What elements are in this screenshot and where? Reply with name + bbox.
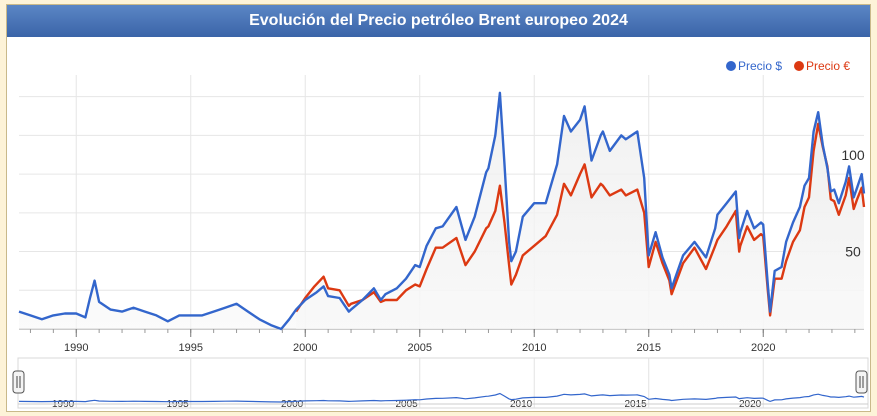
x-tick-label: 1995 <box>179 342 203 354</box>
series-line-eur <box>295 122 866 317</box>
x-tick-label: 2005 <box>408 342 432 354</box>
navigator-right-handle[interactable] <box>855 370 868 394</box>
x-tick-label: 2010 <box>522 342 546 354</box>
x-tick-label: 2000 <box>293 342 317 354</box>
legend-label-eur: Precio € <box>806 59 850 73</box>
series-lines <box>18 91 866 331</box>
legend: Precio $ Precio € <box>726 59 850 73</box>
y-tick-label: 100 <box>841 147 865 163</box>
chart-title: Evolución del Precio petróleo Brent euro… <box>7 5 870 37</box>
navigator-series-line <box>18 392 865 403</box>
range-navigator[interactable]: 1990 1995 2000 2005 2010 2015 2020 <box>12 357 869 410</box>
legend-marker-eur <box>794 61 804 71</box>
x-tick-label: 2015 <box>637 342 661 354</box>
series-areas <box>19 92 865 329</box>
chart-canvas: Precio $ Precio € 1990 1995 2000 2005 2010 20… <box>12 59 869 410</box>
navigator-left-handle[interactable] <box>12 370 25 394</box>
series-line-usd <box>18 91 866 331</box>
x-tick-label: 1990 <box>64 342 88 354</box>
y-tick-label: 50 <box>845 244 861 260</box>
legend-label-usd: Precio $ <box>738 59 782 73</box>
series-area-eur <box>296 123 865 329</box>
navigator-track <box>17 357 869 409</box>
chart-frame: Evolución del Precio petróleo Brent euro… <box>6 4 871 412</box>
x-tick-label: 2020 <box>751 342 775 354</box>
y-axis: 50 100 <box>841 147 865 260</box>
x-axis: 1990 1995 2000 2005 2010 2015 2020 <box>29 329 856 354</box>
legend-marker-usd <box>726 61 736 71</box>
